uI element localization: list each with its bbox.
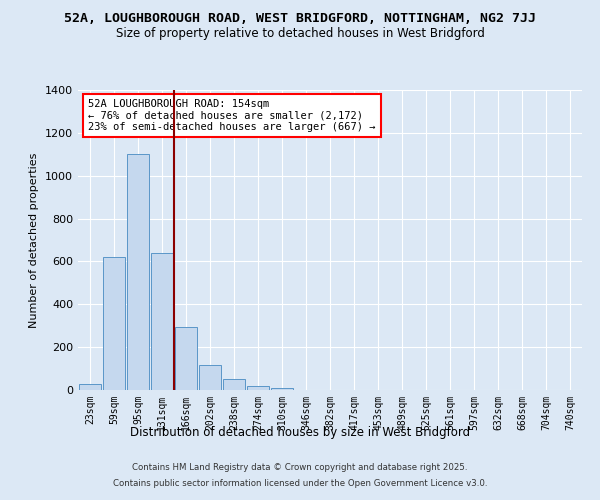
Text: 52A, LOUGHBOROUGH ROAD, WEST BRIDGFORD, NOTTINGHAM, NG2 7JJ: 52A, LOUGHBOROUGH ROAD, WEST BRIDGFORD, … [64, 12, 536, 26]
Bar [127, 154, 149, 390]
Text: Contains HM Land Registry data © Crown copyright and database right 2025.: Contains HM Land Registry data © Crown c… [132, 464, 468, 472]
Bar [223, 380, 245, 390]
Bar [271, 388, 293, 390]
Y-axis label: Number of detached properties: Number of detached properties [29, 152, 40, 328]
Bar [175, 327, 197, 390]
Bar [103, 257, 125, 390]
Text: 52A LOUGHBOROUGH ROAD: 154sqm
← 76% of detached houses are smaller (2,172)
23% o: 52A LOUGHBOROUGH ROAD: 154sqm ← 76% of d… [88, 99, 376, 132]
Bar [199, 366, 221, 390]
Bar [151, 253, 173, 390]
Text: Size of property relative to detached houses in West Bridgford: Size of property relative to detached ho… [116, 28, 484, 40]
Bar [247, 386, 269, 390]
Text: Contains public sector information licensed under the Open Government Licence v3: Contains public sector information licen… [113, 478, 487, 488]
Bar [79, 384, 101, 390]
Text: Distribution of detached houses by size in West Bridgford: Distribution of detached houses by size … [130, 426, 470, 439]
